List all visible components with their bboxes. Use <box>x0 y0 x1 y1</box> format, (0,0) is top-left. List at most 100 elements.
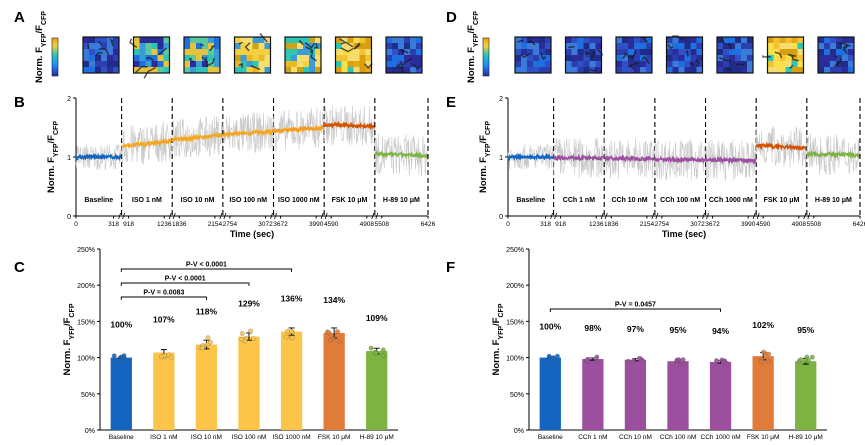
data-label: 134% <box>323 295 345 305</box>
data-point <box>809 354 815 360</box>
axis-break <box>651 212 659 220</box>
data-point <box>674 358 680 364</box>
heatmap-tile <box>615 36 653 74</box>
significance-label: P-V < 0.0001 <box>186 262 227 269</box>
data-point <box>714 358 719 363</box>
bar <box>153 352 175 430</box>
mean-trace <box>654 155 707 165</box>
data-point <box>285 329 290 334</box>
data-point <box>200 345 205 351</box>
data-point <box>159 354 164 359</box>
y-tick-label: 50% <box>510 392 524 399</box>
y-tick-label: 1 <box>67 155 71 162</box>
segment-label: H-89 10 μM <box>815 197 852 204</box>
axis-break <box>550 212 557 220</box>
x-tick-label: 4590 <box>324 221 339 228</box>
segment-label: FSK 10 μM <box>764 197 800 204</box>
raw-trace <box>705 139 757 182</box>
x-tick-label: 4908 <box>360 221 375 228</box>
segment-label: CCh 1000 nM <box>709 197 753 204</box>
significance-bracket <box>120 296 207 300</box>
data-label: 102% <box>752 320 774 330</box>
heatmap-row-a: Norm. FYFP/FCFP <box>34 11 423 83</box>
y-tick-label: 2 <box>499 96 503 103</box>
y-tick-label: 0% <box>514 428 524 435</box>
bar-chart-c: 0%50%100%150%200%250%Norm. FYFP/FCFP100%… <box>62 247 398 441</box>
category-label: FSK 10 μM <box>747 434 780 441</box>
data-point <box>251 336 257 341</box>
data-point <box>289 328 294 334</box>
data-point <box>625 358 631 364</box>
category-label: CCh 100 nM <box>660 434 697 441</box>
heatmap-ylabel-d: Norm. FYFP/FCFP <box>466 11 480 83</box>
panel-label-f: F <box>446 259 455 276</box>
segment-label: Baseline <box>84 197 113 204</box>
x-tick-label: 918 <box>123 221 134 228</box>
axis-break <box>702 212 709 220</box>
bar <box>667 361 689 430</box>
raw-trace <box>507 143 554 171</box>
data-point <box>766 351 771 357</box>
bar <box>795 361 817 430</box>
x-tick-label: 0 <box>506 221 510 228</box>
data-point <box>326 330 332 336</box>
y-tick-label: 100% <box>77 356 95 363</box>
data-label: 118% <box>196 307 218 317</box>
mean-trace <box>75 152 123 162</box>
data-label: 97% <box>627 324 644 334</box>
panel-label-a: A <box>14 9 25 26</box>
data-point <box>630 358 636 364</box>
mean-trace <box>120 137 173 149</box>
x-tick-label: 5508 <box>807 221 822 228</box>
x-tick-label: 3072 <box>258 221 273 228</box>
y-tick-label: 50% <box>81 392 95 399</box>
data-point <box>336 339 342 345</box>
data-point <box>803 358 808 364</box>
segment-label: CCh 10 nM <box>611 197 647 204</box>
mean-trace <box>323 120 376 131</box>
segment-label: CCh 100 nM <box>660 197 700 204</box>
data-point <box>758 359 764 365</box>
heatmap-tile <box>334 36 373 74</box>
bar <box>195 344 218 430</box>
significance-bracket <box>549 308 722 312</box>
data-point <box>168 354 174 360</box>
data-point <box>248 328 253 334</box>
data-point <box>594 354 600 360</box>
data-point <box>208 339 213 345</box>
category-label: ISO 1 nM <box>150 434 177 441</box>
category-label: ISO 10 nM <box>191 434 222 441</box>
data-point <box>204 342 210 347</box>
category-label: CCh 1 nM <box>578 434 607 441</box>
category-label: H-89 10 μM <box>789 434 823 441</box>
data-label: 136% <box>281 294 303 304</box>
panel-label-c: C <box>14 259 25 276</box>
bar <box>624 359 647 430</box>
segment-label: ISO 1 nM <box>132 197 162 204</box>
data-point <box>637 355 642 361</box>
data-point <box>720 360 726 366</box>
bar <box>582 359 604 430</box>
panel-label-e: E <box>446 94 456 111</box>
x-tick-label: 4590 <box>756 221 771 228</box>
panel-label-d: D <box>446 9 457 26</box>
data-label: 109% <box>366 313 388 323</box>
category-label: CCh 10 nM <box>619 434 652 441</box>
heatmap-row-d: Norm. FYFP/FCFP <box>466 11 855 83</box>
segment-label: ISO 1000 nM <box>278 197 320 204</box>
axis-break <box>803 212 811 220</box>
y-axis-label: Norm. FYFP/FCFP <box>478 121 492 193</box>
category-label: Baseline <box>538 434 563 441</box>
data-point <box>380 347 386 353</box>
bar-chart-f: 0%50%100%150%200%250%Norm. FYFP/FCFP100%… <box>491 247 827 441</box>
segment-label: ISO 10 nM <box>181 197 215 204</box>
x-tick-label: 1836 <box>604 221 619 228</box>
mean-trace <box>806 149 861 160</box>
mean-trace <box>507 152 555 162</box>
panel-label-b: B <box>14 94 25 111</box>
mean-trace <box>603 153 656 163</box>
axis-break <box>219 212 227 220</box>
data-label: 100% <box>539 322 561 332</box>
segment-label: FSK 10 μM <box>332 197 368 204</box>
data-point <box>205 335 211 341</box>
